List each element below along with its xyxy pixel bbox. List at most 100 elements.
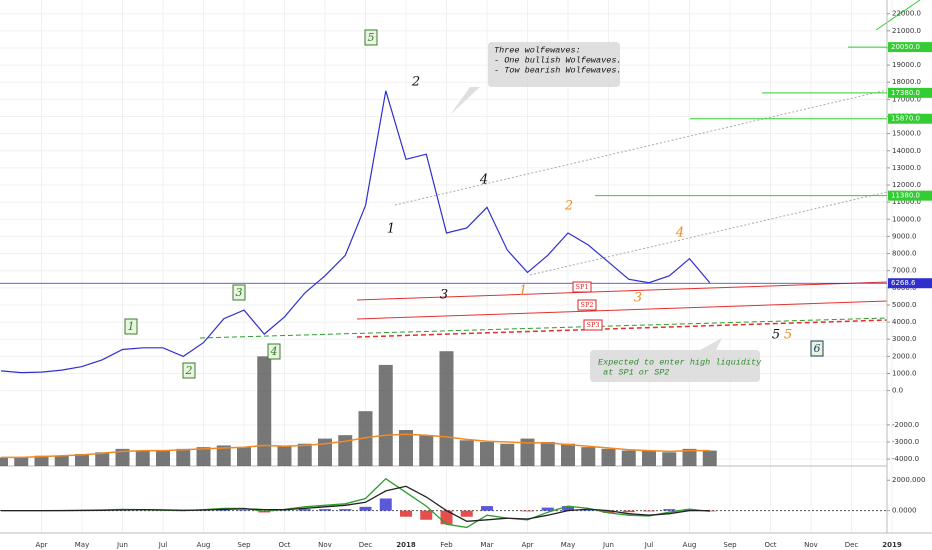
x-tick-label: Aug <box>197 541 211 549</box>
volume-bar <box>75 454 89 466</box>
volume-bar <box>176 448 191 466</box>
volume-bar <box>642 450 656 466</box>
volume-bar <box>318 438 332 466</box>
macd-histogram-bar <box>298 509 311 511</box>
level-label: 15870.0 <box>891 115 920 123</box>
trend-line <box>394 89 888 206</box>
wave-label: 4 <box>675 226 684 241</box>
macd-histogram-bar <box>339 509 352 511</box>
volume-bar <box>480 442 494 466</box>
wave-label: 5 <box>772 328 780 343</box>
macd-histogram-bar <box>683 509 696 511</box>
macd-histogram-bar <box>521 510 534 512</box>
volume-ma <box>1 433 710 459</box>
volume-bar <box>540 442 555 466</box>
sp-label: SP1 <box>576 283 589 291</box>
y-tick-label: 7000.0 <box>892 267 917 275</box>
wave-label: 3 <box>634 291 642 306</box>
callout-box <box>590 338 760 382</box>
volume-bar <box>135 450 150 466</box>
wave-label: 5 <box>784 328 792 343</box>
volume-bar <box>0 457 8 466</box>
volume-bar <box>115 448 130 466</box>
level-label: 17380.0 <box>891 89 920 97</box>
macd-histogram-bar <box>562 506 574 511</box>
volume-bar <box>237 447 251 466</box>
macd-histogram-bar <box>217 509 230 511</box>
volume-bar <box>702 450 717 466</box>
y-tick-label: 15000.0 <box>892 130 921 138</box>
macd-tick-label: 0.0000 <box>892 507 917 515</box>
callout-text: - One bullish Wolfewaves. <box>494 55 622 65</box>
wave-label: 4 <box>479 173 488 188</box>
x-tick-label: Sep <box>723 541 737 549</box>
volume-bar <box>297 443 312 466</box>
macd-histogram-bar <box>400 510 412 517</box>
volume-bar <box>662 452 677 466</box>
level-label-bg <box>888 113 932 124</box>
macd-histogram-bar <box>319 509 331 511</box>
y-tick-label: 22000.0 <box>892 10 921 18</box>
y-tick-label: 11000.0 <box>892 198 921 206</box>
trend-line <box>529 191 888 276</box>
wave-label: 1 <box>387 222 395 237</box>
macd-histogram-bar <box>460 510 473 517</box>
callout-box <box>450 42 620 115</box>
wave-label: 3 <box>236 286 243 299</box>
wave-label: 2 <box>411 75 420 90</box>
wave-label: 5 <box>368 31 375 44</box>
x-tick-label: Apr <box>521 541 533 549</box>
x-tick-label: Nov <box>804 541 818 549</box>
volume-bar <box>682 448 697 466</box>
plot: 22000.021000.020000.019000.018000.017000… <box>0 10 932 549</box>
wave-label-box <box>232 284 246 301</box>
sp-label-box <box>572 281 592 293</box>
x-tick-label: Aug <box>683 541 697 549</box>
x-tick-label: 2019 <box>882 541 902 549</box>
volume-bar <box>54 455 69 466</box>
x-tick-label: 2018 <box>396 541 416 549</box>
x-tick-label: Jul <box>158 541 168 549</box>
macd-histogram-bar <box>420 510 433 520</box>
wave-label-box <box>810 340 824 357</box>
x-tick-label: Sep <box>237 541 251 549</box>
volume-bar <box>419 435 434 466</box>
volume-bar <box>358 411 373 466</box>
wave-label: 1 <box>519 284 527 299</box>
volume-bar <box>601 448 616 466</box>
x-tick-label: Dec <box>359 541 373 549</box>
wave-label: 2 <box>185 364 193 377</box>
macd-histogram-bar <box>663 509 676 511</box>
volume-bar <box>14 457 29 466</box>
volume-bar <box>500 443 515 466</box>
y-tick-label: 21000.0 <box>892 27 921 35</box>
y-tick-label: 13000.0 <box>892 164 921 172</box>
volume-bar <box>459 440 474 466</box>
volume-bar <box>520 438 535 466</box>
y-tick-label: 19000.0 <box>892 61 921 69</box>
y-tick-label: 5000.0 <box>892 301 917 309</box>
x-tick-label: Nov <box>318 541 332 549</box>
sp-label: SP3 <box>587 321 600 329</box>
trend-line <box>875 0 921 31</box>
volume-bar <box>216 445 231 466</box>
volume-bar <box>257 356 272 466</box>
x-tick-label: Jul <box>644 541 654 549</box>
y-tick-label: 12000.0 <box>892 181 921 189</box>
callout-text: - Tow bearish Wolfewaves. <box>494 65 622 75</box>
wave-label-box <box>124 318 138 335</box>
volume-bar <box>34 455 49 466</box>
volume-bar <box>95 452 110 466</box>
level-label: 11380.0 <box>891 192 920 200</box>
trend-line <box>356 319 888 338</box>
macd-line <box>1 485 710 522</box>
x-tick-label: May <box>75 541 89 549</box>
volume-bar <box>621 450 636 466</box>
y-tick-label: 1000.0 <box>892 369 917 377</box>
y-tick-label: 10000.0 <box>892 215 921 223</box>
y-tick-label: -4000.0 <box>892 455 919 463</box>
volume-bar <box>439 351 454 466</box>
wave-label: 2 <box>564 199 573 214</box>
y-tick-label: 3000.0 <box>892 335 917 343</box>
macd-histogram-bar <box>602 510 615 513</box>
